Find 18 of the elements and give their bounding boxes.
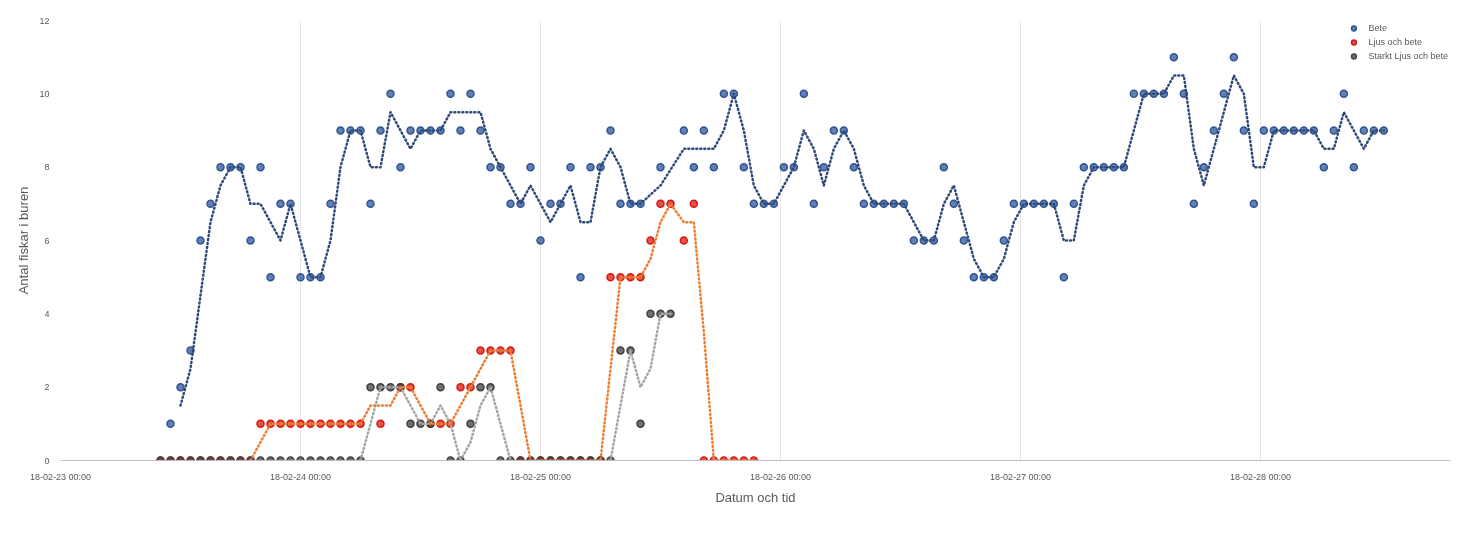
y-tick-label: 2	[44, 382, 50, 393]
legend-label: Bete	[1368, 22, 1388, 34]
y-tick-label: 8	[44, 162, 50, 173]
legend-label: Ljus och bete	[1368, 36, 1422, 48]
x-axis-title: Datum och tid	[715, 489, 796, 505]
y-tick-label: 12	[39, 15, 50, 26]
x-tick-label: 18-02-23 00:00	[29, 471, 92, 482]
legend-label: Starkt Ljus och bete	[1368, 50, 1448, 62]
x-tick-label: 18-02-28 00:00	[1229, 471, 1292, 482]
y-tick-label: 0	[44, 455, 50, 466]
x-tick-label: 18-02-25 00:00	[509, 471, 572, 482]
x-tick-label: 18-02-26 00:00	[749, 471, 812, 482]
y-tick-label: 4	[44, 308, 50, 319]
y-axis-title: Antal fiskar i buren	[16, 186, 32, 295]
y-tick-label: 10	[39, 88, 50, 99]
y-tick-label: 6	[44, 235, 50, 246]
x-tick-label: 18-02-27 00:00	[989, 471, 1052, 482]
x-tick-label: 18-02-24 00:00	[269, 471, 332, 482]
